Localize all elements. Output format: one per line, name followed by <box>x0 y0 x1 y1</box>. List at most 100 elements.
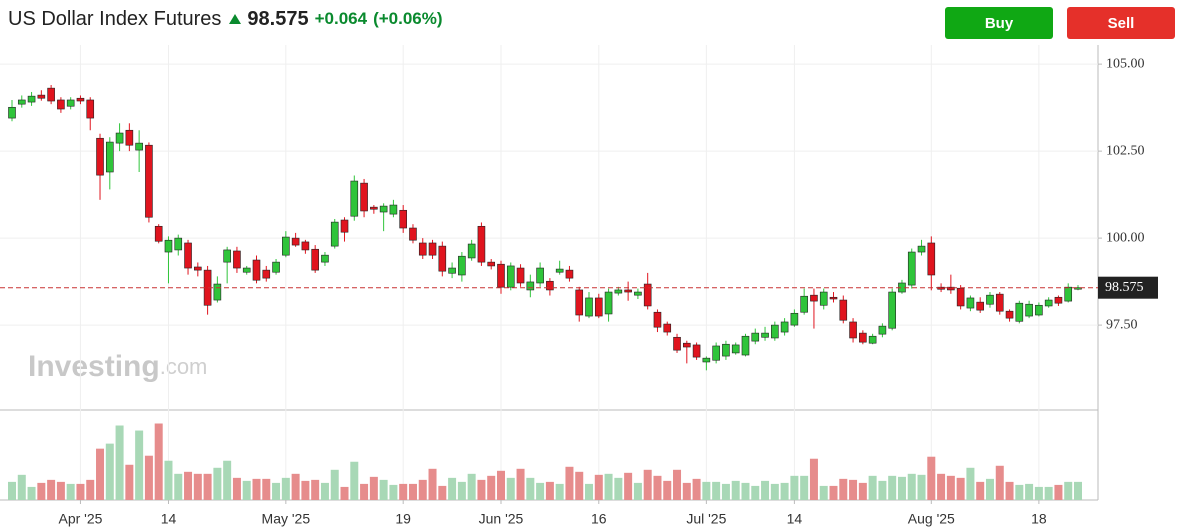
candle-body <box>506 265 515 288</box>
volume-bar <box>809 458 818 500</box>
volume-bar <box>56 481 65 500</box>
volume-bar <box>1015 484 1024 500</box>
volume-bar <box>1005 481 1014 500</box>
volume-bar <box>731 480 740 500</box>
y-tick-label: 100.00 <box>1106 230 1145 245</box>
x-tick-label: Jul '25 <box>686 511 726 527</box>
candle-body <box>66 99 75 107</box>
volume-bar <box>448 477 457 500</box>
candle-body <box>829 296 838 300</box>
candle-body <box>37 94 46 99</box>
volume-bar <box>770 483 779 500</box>
price-change: +0.064 <box>314 9 368 28</box>
candle-body <box>761 332 769 338</box>
volume-bar <box>66 483 75 500</box>
buy-button[interactable]: Buy <box>945 7 1053 39</box>
volume-bar <box>858 482 867 500</box>
candle-body <box>86 99 95 119</box>
volume-bar <box>633 482 642 500</box>
volume-bar <box>917 474 926 500</box>
volume-bar <box>389 484 398 500</box>
candle-body <box>350 180 359 217</box>
candle-body <box>868 335 877 344</box>
candle-body <box>418 242 427 256</box>
candle-body <box>164 239 173 253</box>
candle-body <box>1025 303 1033 317</box>
volume-bar <box>223 460 232 500</box>
candle-body <box>692 344 701 358</box>
candle-body <box>986 294 994 305</box>
candle-body <box>477 225 486 263</box>
x-tick-label: 18 <box>1031 511 1047 527</box>
volume-bar <box>37 482 46 500</box>
volume-bar <box>262 478 271 500</box>
candle-body <box>643 283 652 307</box>
candle-body <box>272 261 280 273</box>
volume-bar <box>135 430 144 500</box>
candle-body <box>995 293 1004 312</box>
volume-bar <box>702 481 711 500</box>
candle-body <box>966 297 975 309</box>
volume-bar <box>252 478 261 500</box>
candle-body <box>135 142 143 151</box>
candle-body <box>741 335 750 356</box>
volume-bar <box>154 423 163 500</box>
volume-bar <box>379 479 388 500</box>
candle-body <box>262 269 271 279</box>
candle-body <box>888 291 896 329</box>
volume-bar <box>526 477 535 500</box>
candle-body <box>370 206 378 210</box>
y-tick-label: 105.00 <box>1106 56 1145 71</box>
volume-bar <box>369 476 378 500</box>
x-tick-label: Apr '25 <box>58 511 102 527</box>
candle-body <box>604 291 613 315</box>
candle-body <box>849 321 857 339</box>
candle-body <box>1035 304 1043 316</box>
volume-bar <box>467 473 476 500</box>
candle-body <box>428 242 437 256</box>
candle-body <box>751 332 760 342</box>
volume-bar <box>575 471 584 500</box>
volume-bar <box>780 482 789 500</box>
volume-bar <box>741 482 750 500</box>
volume-bar <box>272 482 281 500</box>
volume-bar <box>819 485 828 500</box>
candle-body <box>409 227 417 241</box>
candle-body <box>96 137 104 176</box>
candle-body <box>810 294 818 302</box>
candle-body <box>839 299 848 321</box>
candle-body <box>389 204 398 215</box>
volume-bar <box>311 479 320 500</box>
x-tick-label: 14 <box>161 511 177 527</box>
volume-bar <box>105 443 114 500</box>
candle-body <box>1015 302 1024 322</box>
volume-bar <box>995 465 1004 500</box>
sell-button[interactable]: Sell <box>1067 7 1175 39</box>
volume-bar <box>1044 486 1053 500</box>
volume-bar <box>184 471 193 500</box>
candle-body <box>878 325 887 335</box>
candle-body <box>17 99 26 105</box>
candle-body <box>174 237 183 251</box>
candle-body <box>301 241 310 251</box>
candle-body <box>487 261 496 267</box>
volume-bar <box>937 473 946 500</box>
candle-body <box>458 255 466 276</box>
candle-body <box>213 283 222 301</box>
volume-bar <box>1034 486 1043 500</box>
candle-body <box>154 225 163 242</box>
volume-bar <box>457 481 466 500</box>
volume-bar <box>1074 481 1082 500</box>
candle-body <box>614 289 623 294</box>
candle-body <box>252 259 261 281</box>
candle-body <box>321 254 329 263</box>
candle-body <box>907 251 916 286</box>
instrument-title: US Dollar Index Futures <box>8 7 222 30</box>
candle-body <box>47 87 55 102</box>
candle-body <box>594 297 603 317</box>
last-price-tag <box>1098 276 1158 299</box>
watermark-suffix: .com <box>160 354 208 379</box>
volume-bar <box>594 474 603 500</box>
candle-body <box>291 237 300 246</box>
candle-body <box>184 242 192 269</box>
